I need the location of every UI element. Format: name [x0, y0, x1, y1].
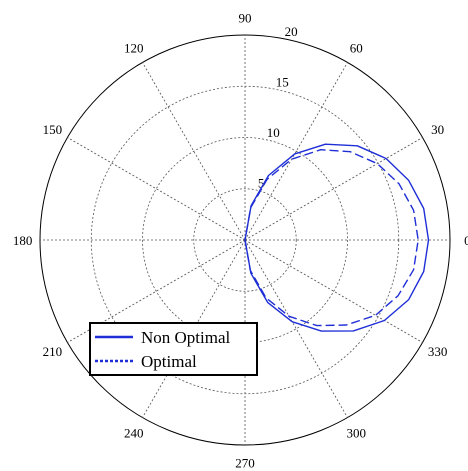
angle-tick-300: 300: [346, 426, 366, 441]
series-optimal: [244, 149, 419, 327]
angle-tick-60: 60: [350, 40, 363, 55]
series-non-optimal: [244, 143, 430, 332]
grid-spoke-5: [67, 137, 246, 241]
grid-spoke-2: [244, 62, 348, 241]
radial-tick-20: 20: [285, 24, 298, 39]
radial-tick-5: 5: [258, 176, 265, 191]
legend: Non Optimal Optimal: [89, 322, 258, 376]
angle-tick-90: 90: [239, 11, 252, 26]
grid-spoke-4: [142, 62, 246, 241]
angle-tick-330: 330: [428, 344, 448, 359]
radial-tick-15: 15: [276, 75, 289, 90]
angle-tick-270: 270: [235, 455, 255, 470]
legend-box: [89, 322, 258, 376]
angle-tick-150: 150: [43, 122, 63, 137]
tick-labels: 0 30 60 90 120 150 180 210 240 270 300 330 5 10 15 20: [13, 11, 468, 471]
angle-tick-240: 240: [124, 426, 144, 441]
angle-tick-210: 210: [43, 344, 63, 359]
angle-tick-0: 0: [464, 233, 468, 248]
legend-label-non-optimal: Non Optimal: [141, 328, 231, 347]
angle-tick-180: 180: [13, 233, 33, 248]
grid-spoke-10: [244, 239, 348, 418]
data-series: [244, 143, 430, 332]
grid-circle-0: [193, 188, 297, 292]
legend-label-optimal: Optimal: [141, 352, 197, 371]
angle-tick-30: 30: [431, 122, 444, 137]
angle-tick-120: 120: [124, 40, 144, 55]
radial-tick-10: 10: [267, 125, 280, 140]
